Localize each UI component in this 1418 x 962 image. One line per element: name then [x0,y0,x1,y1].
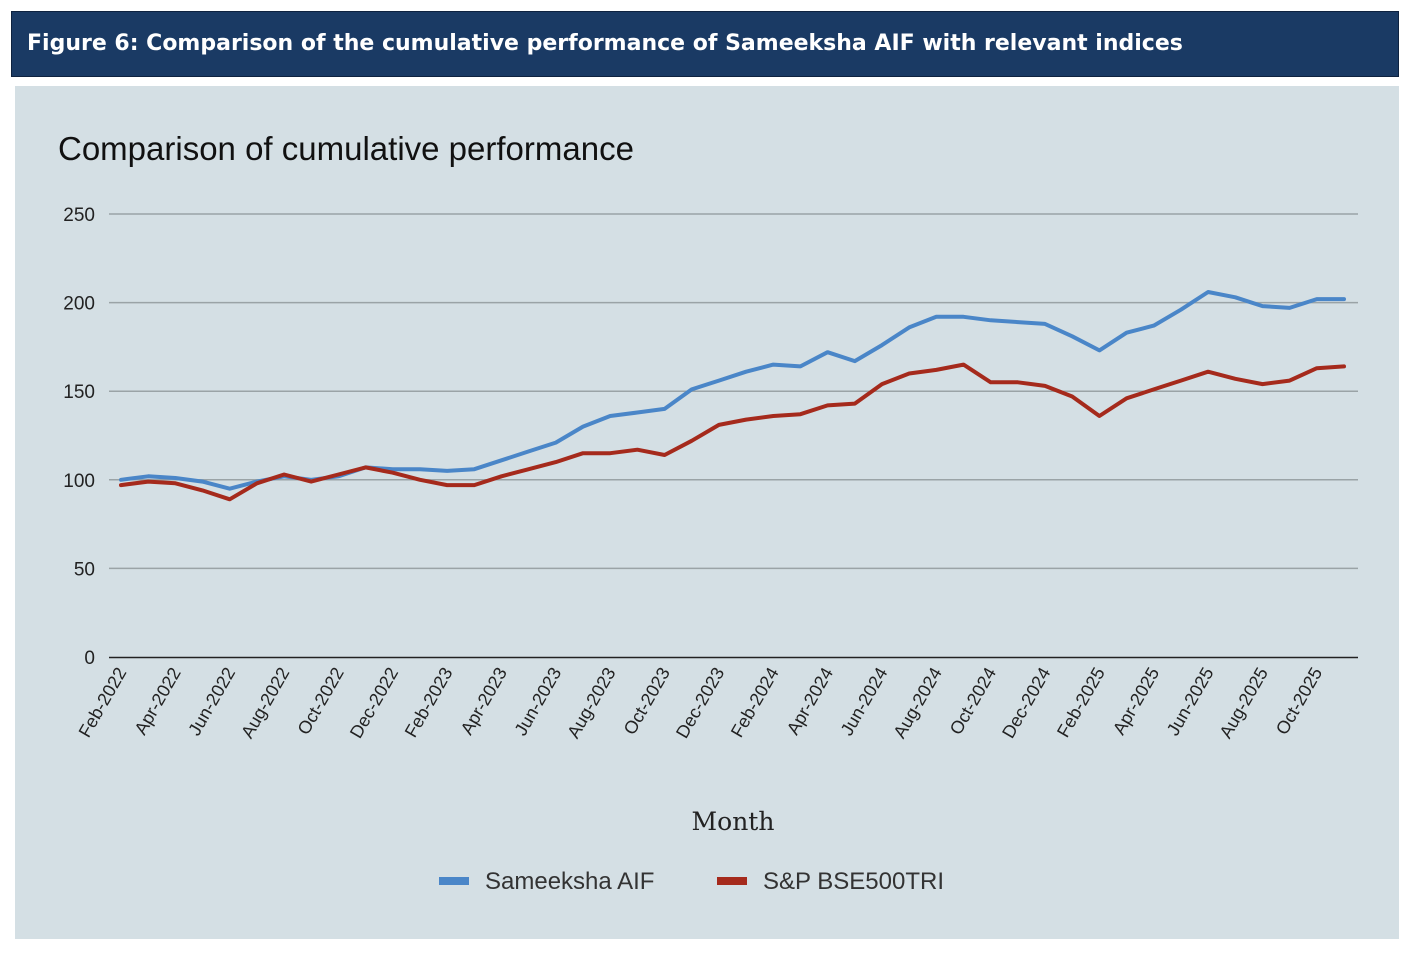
line-chart: Comparison of cumulative performance 0 50… [58,130,1358,895]
y-tick-label: 150 [63,382,95,403]
y-tick-label: 250 [63,205,95,226]
series-lines [119,290,1346,502]
x-tick-label: Feb-2023 [401,664,457,741]
chart-panel: Comparison of cumulative performance 0 50… [15,86,1399,939]
x-tick-label: Dec-2024 [998,664,1054,742]
series-line-2 [119,362,1346,502]
x-tick-label: Oct-2025 [1272,664,1326,738]
y-tick-label: 100 [63,471,95,492]
x-tick-label: Feb-2022 [75,664,131,741]
x-tick-label: Jun-2024 [837,664,892,739]
x-tick-label: Jun-2022 [184,664,239,739]
x-tick-label: Apr-2024 [783,664,837,738]
x-tick-label: Apr-2025 [1109,664,1163,738]
x-tick-label: Aug-2023 [563,664,619,742]
x-tick-label: Feb-2025 [1053,664,1109,741]
x-tick-label: Aug-2024 [889,664,945,742]
y-axis-ticks: 0 50 100 150 200 250 [63,205,95,669]
x-tick-label: Dec-2023 [672,664,728,742]
chart-title: Comparison of cumulative performance [58,130,634,167]
legend: Sameeksha AIF S&P BSE500TRI [439,868,944,895]
legend-label: S&P BSE500TRI [763,868,944,895]
x-tick-label: Feb-2024 [727,664,783,741]
x-tick-label: Oct-2022 [294,664,348,738]
x-tick-label: Oct-2024 [946,664,1000,738]
legend-swatch [717,877,747,885]
x-axis-label: Month [692,807,775,836]
gridlines [109,213,1358,570]
legend-label: Sameeksha AIF [485,868,654,895]
legend-swatch [439,877,469,885]
x-tick-label: Jun-2023 [510,664,565,739]
y-tick-label: 0 [84,648,95,669]
x-tick-label: Jun-2025 [1163,664,1218,739]
x-tick-label: Aug-2022 [237,664,293,742]
y-tick-label: 200 [63,294,95,315]
x-tick-label: Dec-2022 [346,664,402,742]
x-tick-label: Oct-2023 [620,664,674,738]
y-tick-label: 50 [74,559,95,580]
x-tick-label: Apr-2023 [457,664,511,738]
x-tick-label: Aug-2025 [1216,664,1272,742]
series-line-1 [119,290,1346,491]
x-tick-label: Apr-2022 [130,664,184,738]
figure-caption: Figure 6: Comparison of the cumulative p… [27,31,1183,56]
figure-header: Figure 6: Comparison of the cumulative p… [11,11,1399,77]
